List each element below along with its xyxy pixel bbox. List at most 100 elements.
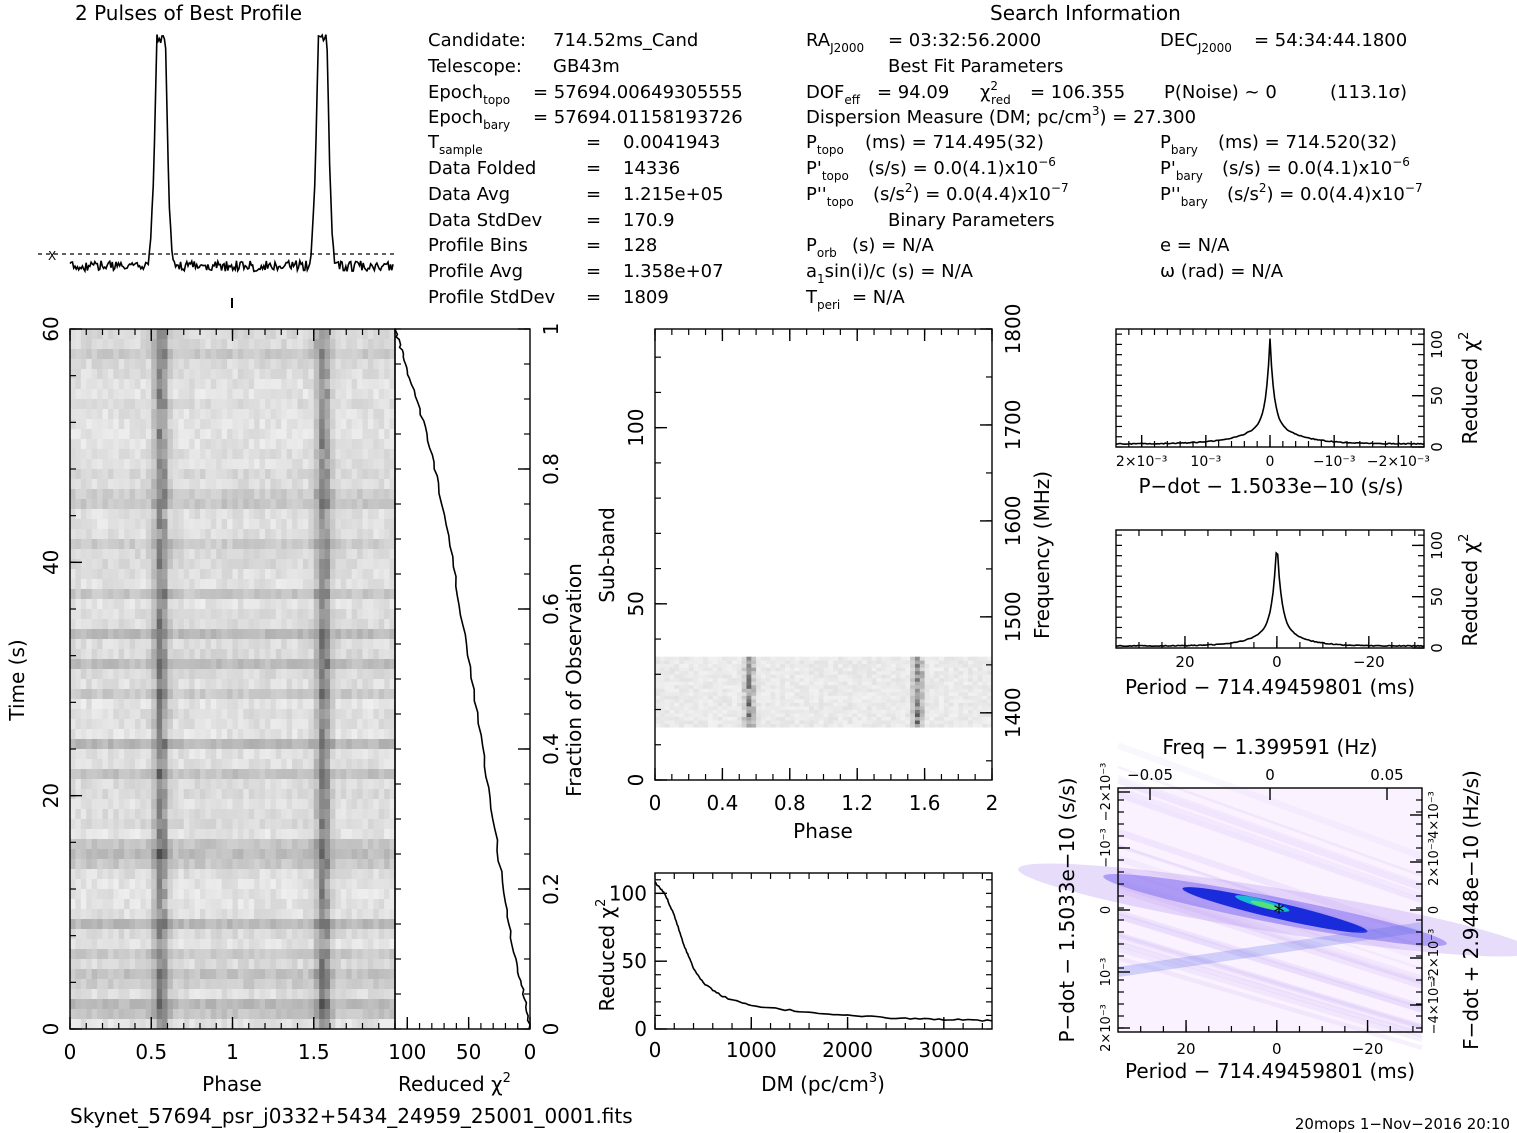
tp-cell: [373, 909, 380, 920]
tp-cell: [167, 879, 174, 890]
tp-cell: [254, 899, 260, 910]
sb-cell: [789, 713, 796, 717]
tp-cell: [292, 479, 298, 490]
tp-cell: [384, 669, 390, 680]
tp-cell: [362, 589, 369, 600]
tp-cell: [189, 739, 195, 750]
sb-cell: [837, 713, 844, 717]
tp-cell: [357, 809, 363, 820]
tp-cell: [156, 429, 163, 440]
tp-cell: [313, 919, 320, 930]
tp-cell: [367, 609, 374, 620]
tp-cell: [308, 929, 315, 940]
tp-cell: [335, 439, 342, 450]
tp-cell: [210, 709, 217, 720]
tp-cell: [178, 979, 185, 990]
tp-cell: [86, 859, 93, 870]
tp-cell: [340, 429, 347, 440]
tp-cell: [237, 999, 244, 1010]
tp-cell: [86, 419, 93, 430]
tp-cell: [378, 949, 385, 960]
tp-cell: [367, 779, 374, 790]
tp-cell: [357, 789, 363, 800]
tp-cell: [292, 979, 298, 990]
tp-cell: [313, 799, 320, 810]
tp-cell: [70, 829, 76, 840]
tp-cell: [145, 1019, 152, 1030]
tp-cell: [254, 949, 260, 960]
tp-cell: [151, 919, 158, 930]
tp-cell: [140, 849, 147, 860]
tp-cell: [145, 659, 152, 670]
tp-cell: [297, 939, 304, 950]
tp-cell: [145, 429, 152, 440]
tp-cell: [384, 759, 390, 770]
tp-cell: [367, 549, 374, 560]
tp-cell: [135, 1009, 141, 1020]
tp-cell: [324, 909, 331, 920]
tp-cell: [232, 429, 239, 440]
tp-cell: [97, 419, 103, 430]
tp-cell: [162, 509, 168, 520]
tp-cell: [216, 959, 223, 970]
tp-cell: [373, 649, 380, 660]
tp-cell: [248, 839, 255, 850]
sb-cell: [948, 698, 954, 703]
tp-cell: [292, 449, 298, 460]
tp-cell: [373, 619, 380, 630]
tp-cell: [286, 389, 293, 400]
tp-cell: [270, 649, 277, 660]
sb-cell: [972, 709, 978, 714]
tp-cell: [200, 539, 206, 550]
tp-cell: [319, 749, 325, 760]
tp-cell: [135, 629, 141, 640]
tp-cell: [102, 499, 109, 510]
tp-cell: [194, 819, 201, 830]
tp-cell: [346, 869, 353, 880]
sb-cell: [910, 720, 916, 725]
sb-cell: [727, 723, 733, 728]
tp-cell: [151, 349, 158, 360]
tp-cell: [200, 329, 206, 340]
tp-cell: [172, 549, 179, 560]
tp-cell: [162, 979, 168, 990]
tp-cell: [151, 329, 158, 340]
tp-cell: [286, 669, 293, 680]
tp-cell: [70, 769, 76, 780]
tp-cell: [270, 479, 277, 490]
tp-cell: [189, 449, 195, 460]
tp-cell: [243, 599, 250, 610]
tp-cell: [302, 499, 309, 510]
tp-cell: [221, 849, 228, 860]
tp-cell: [145, 789, 152, 800]
tp-cell: [156, 749, 163, 760]
tp-cell: [129, 749, 136, 760]
tp-cell: [270, 399, 277, 410]
tp-cell: [335, 459, 342, 470]
tp-cell: [367, 739, 374, 750]
tp-cell: [80, 959, 87, 970]
tp-cell: [335, 819, 342, 830]
tp-cell: [237, 859, 244, 870]
tp-cell: [124, 579, 130, 590]
tp-cell: [227, 399, 233, 410]
tp-cell: [302, 729, 309, 740]
tp-cell: [373, 559, 380, 570]
tp-cell: [357, 429, 363, 440]
tp-cell: [297, 339, 304, 350]
tp-cell: [286, 449, 293, 460]
sb-cell: [679, 695, 685, 700]
tp-cell: [189, 409, 195, 420]
tp-cell: [70, 929, 76, 940]
tp-cell: [221, 579, 228, 590]
tp-cell: [270, 909, 277, 920]
tp-cell: [270, 929, 277, 940]
tp-cell: [210, 389, 217, 400]
tp-cell: [351, 499, 358, 510]
tp-cell: [357, 459, 363, 470]
sb-cell: [953, 720, 959, 725]
tp-cell: [232, 1019, 239, 1030]
tp-cell: [330, 869, 336, 880]
tp-cell: [286, 439, 293, 450]
tp-cell: [118, 699, 125, 710]
